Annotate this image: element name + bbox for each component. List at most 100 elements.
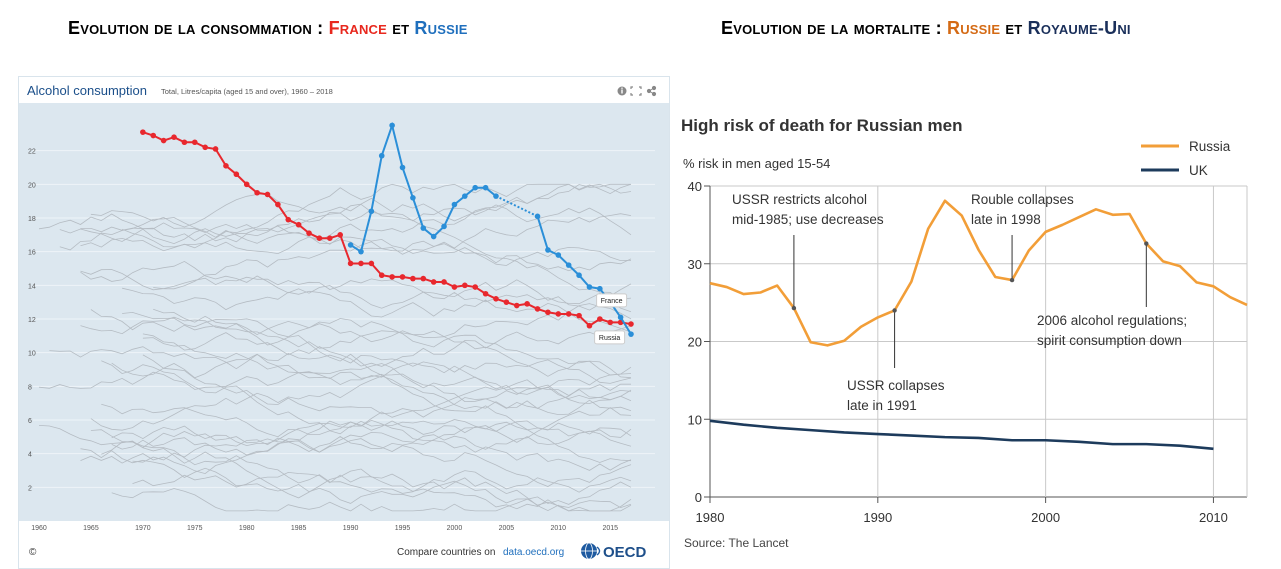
russia-point [565, 262, 572, 268]
bbc-chart: High risk of death for Russian men % ris… [681, 116, 1248, 550]
y-tick-label: 10 [28, 351, 36, 358]
x-tick-label: 1990 [343, 525, 359, 532]
france-point [389, 274, 395, 280]
x-tick-label: 1980 [696, 510, 725, 525]
france-point [233, 171, 240, 178]
france-point [628, 321, 634, 327]
y-tick-label: 12 [28, 317, 36, 324]
y-tick-label: 22 [28, 149, 36, 156]
y-tick-label: 20 [688, 335, 702, 350]
other-country-line [80, 269, 632, 313]
russia-point [358, 248, 364, 255]
france-point [358, 260, 364, 267]
share-icon[interactable] [646, 85, 657, 97]
france-point [451, 284, 458, 290]
france-point [202, 144, 208, 151]
y-tick-label: 8 [28, 384, 32, 391]
x-tick-label: 2000 [1031, 510, 1060, 525]
other-country-line [80, 260, 632, 309]
russia-point [399, 164, 406, 171]
france-point [254, 189, 260, 196]
x-tick-label: 2015 [602, 525, 618, 532]
info-icon[interactable] [617, 86, 627, 96]
france-point [140, 129, 146, 135]
oecd-subtitle: Total, Litres/capita (aged 15 and over),… [161, 87, 333, 96]
france-point [160, 137, 167, 144]
oecd-compare-text: Compare countries on [397, 547, 495, 558]
russia-line [536, 216, 632, 335]
france-point [171, 134, 177, 140]
y-tick-label: 4 [28, 452, 32, 459]
russia-point [430, 233, 437, 240]
russia-point [462, 193, 468, 199]
other-country-line [80, 448, 632, 509]
other-country-line [111, 407, 632, 456]
x-tick-label: 2000 [447, 525, 463, 532]
russia-point [389, 122, 395, 129]
france-point [150, 132, 157, 139]
france-point [607, 319, 614, 326]
russia-point [534, 213, 541, 220]
russia-point [617, 314, 624, 321]
other-country-line [111, 353, 632, 463]
russia-point [420, 225, 427, 231]
russia-point [451, 201, 458, 208]
x-tick-label: 1985 [291, 525, 307, 532]
annotation-marker [791, 305, 797, 311]
russia-label-box [594, 330, 626, 345]
oecd-plot-background [19, 103, 669, 521]
fullscreen-icon[interactable] [630, 86, 642, 96]
russia-point [441, 223, 447, 230]
france-point [513, 302, 520, 309]
annotation-text: late in 1991 [847, 398, 917, 413]
france-point [555, 311, 562, 317]
y-tick-label: 14 [28, 283, 36, 290]
france-point [337, 232, 343, 238]
x-tick-label: 1965 [83, 525, 99, 532]
france-point [223, 163, 229, 169]
oecd-globe-icon [581, 542, 601, 560]
france-point [378, 272, 385, 279]
russia-point [472, 184, 479, 191]
france-label-box [596, 293, 628, 308]
annotation-text: USSR restricts alcohol [732, 192, 867, 207]
other-country-line [38, 363, 632, 402]
y-tick-label: 20 [28, 182, 36, 189]
left-heading-russia: Russie [414, 18, 468, 38]
oecd-link[interactable]: data.oecd.org [503, 547, 564, 558]
x-tick-label: 2005 [499, 525, 515, 532]
y-tick-label: 0 [695, 490, 702, 505]
france-point [441, 279, 447, 285]
other-country-line [101, 397, 632, 438]
other-country-line [101, 360, 632, 471]
bbc-title: High risk of death for Russian men [681, 116, 963, 135]
france-point [316, 235, 323, 241]
france-point [545, 309, 551, 316]
other-country-line [153, 240, 632, 290]
left-heading-and: et [387, 18, 415, 38]
other-country-line [59, 209, 632, 300]
y-tick-label: 30 [688, 257, 702, 272]
x-tick-label: 1980 [239, 525, 255, 532]
russia-point [545, 247, 551, 253]
left-heading-prefix: Evolution de la consommation : [68, 18, 329, 38]
annotation-text: USSR collapses [847, 378, 945, 393]
france-point [243, 181, 250, 188]
france-point [410, 275, 416, 282]
france-point [420, 275, 427, 282]
other-country-line [90, 375, 631, 431]
france-point [565, 311, 572, 317]
right-heading-and: et [1000, 18, 1028, 38]
y-tick-label: 18 [28, 216, 36, 223]
russia-point [378, 152, 385, 159]
other-country-line [142, 325, 632, 367]
x-tick-label: 1975 [187, 525, 203, 532]
russia-point [555, 252, 562, 258]
other-country-line [132, 471, 632, 512]
y-tick-label: 10 [688, 412, 702, 427]
y-tick-label: 6 [28, 418, 32, 425]
france-point [368, 260, 375, 267]
russia-point [347, 242, 354, 248]
uk-risk-line [709, 419, 1214, 451]
annotation-text: Rouble collapses [971, 192, 1074, 207]
